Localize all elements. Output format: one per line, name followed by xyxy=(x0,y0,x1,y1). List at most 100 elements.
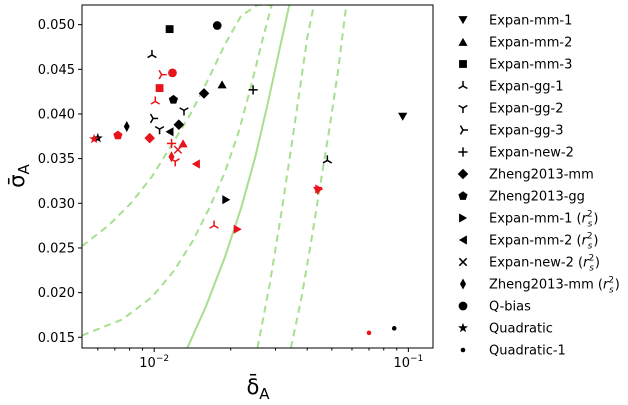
point-diamond-black xyxy=(198,88,210,99)
legend-marker-y-down xyxy=(458,80,468,90)
y-tick-label: 0.050 xyxy=(38,18,75,33)
point-tri-right-red xyxy=(233,224,242,234)
solid-curve xyxy=(186,5,291,348)
legend-label: Expan-new-2 xyxy=(489,146,574,161)
legend-label: Expan-gg-3 xyxy=(489,124,564,139)
point-dot-red xyxy=(366,330,372,336)
legend-marker-tri-down xyxy=(458,16,468,25)
y-axis-ticks: 0.015 0.020 0.025 0.030 0.035 0.040 0.045 0.050 xyxy=(38,18,82,346)
legend-item: Expan-mm-3 xyxy=(459,58,572,73)
y-tick-label: 0.035 xyxy=(38,152,75,167)
legend-label: Expan-mm-1 xyxy=(489,14,572,29)
legend-item: Zheng2013-mm (r2 s) xyxy=(460,276,620,296)
legend-item: Expan-gg-1 xyxy=(458,80,564,95)
legend-item: Quadratic-1 xyxy=(460,344,566,359)
legend-label: Expan-gg-2 xyxy=(489,102,564,117)
legend-marker-y-left xyxy=(459,125,469,135)
y-axis-label: σ̄A xyxy=(5,163,33,187)
legend-label: Quadratic xyxy=(489,322,553,337)
legend-marker-diamond xyxy=(457,168,469,180)
point-y-left-black xyxy=(149,113,159,124)
dashed-curve-1 xyxy=(82,5,272,247)
point-y-up-black xyxy=(179,107,189,116)
y-tick-label: 0.015 xyxy=(38,331,75,346)
point-tri-left-black xyxy=(165,127,174,137)
point-y-down-red xyxy=(150,96,161,105)
point-diamond-red xyxy=(144,132,155,144)
x-axis-label: δ̄A xyxy=(246,374,270,403)
legend-marker-square xyxy=(459,60,467,68)
legend-label: Zheng2013-mm xyxy=(489,168,594,183)
legend-marker-y-up xyxy=(458,104,468,114)
legend-item: Expan-mm-1 (r2 s) xyxy=(459,210,598,230)
legend-item: Expan-mm-2 xyxy=(458,36,572,51)
legend-item: Expan-gg-3 xyxy=(459,124,564,139)
y-tick-label: 0.045 xyxy=(38,63,75,78)
legend-label: Quadratic-1 xyxy=(489,344,566,359)
legend-marker-tri-up xyxy=(458,37,468,46)
point-tri-down-black xyxy=(398,112,408,121)
legend-label: Expan-gg-1 xyxy=(489,80,564,95)
point-y-left-red xyxy=(158,69,167,80)
legend-marker-pentagon xyxy=(458,191,468,200)
legend-label: Expan-mm-3 xyxy=(489,58,572,73)
y-tick-label: 0.040 xyxy=(38,107,75,122)
data-points xyxy=(89,21,408,336)
point-thin-diamond-black xyxy=(123,121,130,132)
point-y-down-black xyxy=(147,49,157,59)
point-tri-up-black xyxy=(217,80,227,89)
legend: Expan-mm-1 Expan-mm-2 Expan-mm-3 Expan-gg-1… xyxy=(457,14,620,359)
legend-label: Zheng2013-gg xyxy=(489,190,585,205)
y-tick-label: 0.030 xyxy=(38,197,75,212)
legend-marker-tri-left xyxy=(458,235,467,245)
point-dot-black xyxy=(391,326,397,331)
point-y-up-black xyxy=(154,125,165,135)
point-plus-black xyxy=(248,85,258,95)
legend-item: Expan-gg-2 xyxy=(458,102,564,117)
point-tri-up-red xyxy=(178,139,188,148)
legend-item: Zheng2013-mm xyxy=(457,168,594,183)
point-circle-red xyxy=(168,68,177,78)
legend-marker-x xyxy=(458,257,468,267)
point-square-red xyxy=(155,84,164,92)
point-y-down-black xyxy=(322,155,333,164)
point-tri-left-red xyxy=(191,159,200,169)
point-plus-red xyxy=(166,138,177,149)
legend-item: Q-bias xyxy=(458,300,531,315)
legend-marker-thin-diamond xyxy=(460,278,466,290)
point-star-red xyxy=(89,133,100,144)
x-tick-label: 10−2 xyxy=(139,354,169,371)
legend-marker-circle xyxy=(458,301,468,311)
legend-label: Expan-mm-2 (r2 s) xyxy=(489,232,598,252)
point-y-down-red xyxy=(209,220,219,229)
y-tick-label: 0.020 xyxy=(38,286,75,301)
legend-label: Zheng2013-mm (r2 s) xyxy=(489,276,620,296)
legend-item: Expan-mm-1 xyxy=(458,14,572,29)
green-curves xyxy=(82,5,348,348)
point-pentagon-red xyxy=(113,130,123,140)
legend-item: Expan-new-2 (r2 s) xyxy=(458,254,600,274)
legend-item: Expan-mm-2 (r2 s) xyxy=(458,232,598,252)
dashed-curve-3 xyxy=(289,5,348,348)
x-tick-label: 10−1 xyxy=(393,354,423,371)
dashed-curve-4 xyxy=(256,5,315,348)
point-thin-diamond-red xyxy=(168,151,175,163)
plot-frame xyxy=(81,4,434,349)
legend-marker-tri-right xyxy=(459,213,468,223)
legend-label: Expan-new-2 (r2 s) xyxy=(489,254,600,274)
legend-label: Expan-mm-2 xyxy=(489,36,572,51)
legend-label: Q-bias xyxy=(489,300,531,315)
point-x-red xyxy=(173,145,183,154)
dashed-curve-2 xyxy=(82,5,273,337)
x-axis-ticks: 10−2 10−1 xyxy=(97,348,423,371)
point-diamond-black xyxy=(173,119,185,130)
legend-marker-plus xyxy=(458,147,468,157)
legend-item: Zheng2013-gg xyxy=(458,190,585,205)
legend-label: Expan-mm-1 (r2 s) xyxy=(489,210,598,230)
legend-marker-star xyxy=(458,322,468,333)
point-tri-right-red xyxy=(315,184,324,194)
point-circle-black xyxy=(212,21,222,30)
point-tri-right-black xyxy=(222,195,231,205)
point-pentagon-black xyxy=(168,94,178,104)
